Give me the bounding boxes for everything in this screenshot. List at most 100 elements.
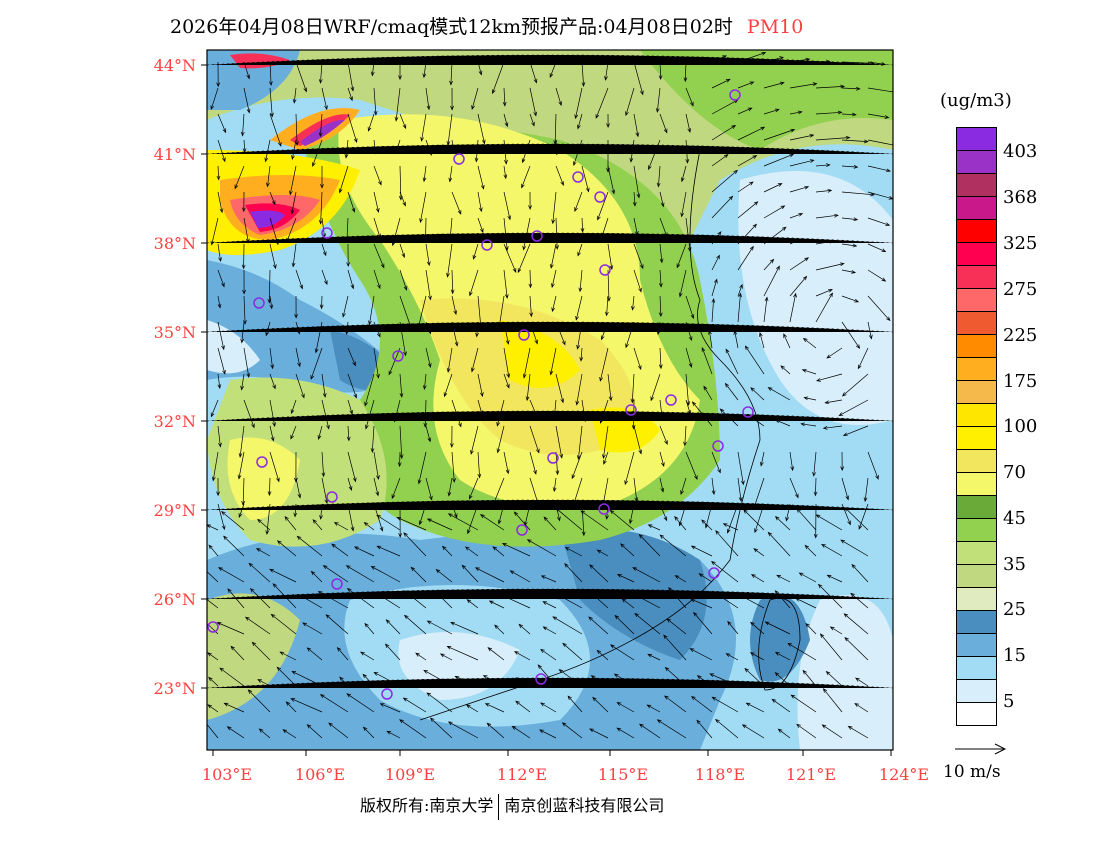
wind-arrow <box>683 425 687 447</box>
wind-arrow <box>633 347 642 371</box>
color-bar-swatch <box>957 151 996 174</box>
wind-arrow <box>711 55 727 63</box>
wind-arrow <box>310 570 323 583</box>
wind-arrow <box>240 321 245 344</box>
wind-arrow <box>268 61 273 86</box>
wind-arrow <box>461 564 479 583</box>
wind-arrow <box>207 571 219 583</box>
wind-arrow <box>321 243 327 257</box>
wind-arrow <box>410 566 427 583</box>
wind-arrow <box>589 564 609 583</box>
wind-arrow <box>321 373 327 398</box>
wind-arrow <box>293 503 298 518</box>
wind-arrow <box>841 373 869 397</box>
wind-arrow <box>415 652 427 661</box>
wind-arrow <box>265 321 271 337</box>
wind-arrow <box>393 399 401 423</box>
wind-arrow <box>346 693 375 713</box>
wind-arrow <box>373 139 378 155</box>
wind-arrow <box>529 399 537 417</box>
wind-arrow <box>441 545 453 557</box>
wind-arrow <box>789 257 810 271</box>
wind-arrow <box>426 620 453 635</box>
wind-arrow <box>737 126 766 141</box>
city-marker <box>207 621 219 633</box>
wind-arrow <box>295 113 299 147</box>
wind-arrow <box>581 61 586 88</box>
color-bar-swatch <box>957 128 996 151</box>
wind-arrow <box>758 332 765 349</box>
wind-arrow <box>796 508 817 531</box>
wind-arrow <box>796 723 817 739</box>
wind-arrow <box>295 61 307 93</box>
wind-arrow <box>795 597 817 609</box>
wind-arrow <box>763 205 786 219</box>
color-bar-swatch <box>957 588 996 611</box>
wind-arrow <box>711 125 737 141</box>
wind-arrow <box>496 399 505 427</box>
wind-arrow <box>221 511 245 531</box>
wind-arrow <box>486 722 505 739</box>
wind-arrow <box>342 295 349 318</box>
city-marker <box>516 524 528 536</box>
color-bar-swatch <box>957 289 996 312</box>
title-text: 2026年04月08日WRF/cmaq模式12km预报产品:04月08日02时 <box>170 16 733 38</box>
wind-arrow <box>841 191 875 197</box>
wind-arrow <box>800 422 817 427</box>
color-bar-swatch <box>957 243 996 266</box>
wind-arrow <box>472 243 479 260</box>
wind-arrow <box>477 451 482 479</box>
wind-arrow <box>815 84 846 89</box>
wind-arrow <box>841 112 857 117</box>
wind-arrow <box>446 113 453 146</box>
wind-arrow <box>764 621 791 635</box>
wind-arrow <box>216 622 245 635</box>
wind-arrow <box>399 719 427 739</box>
wind-arrow <box>487 647 505 661</box>
wind-arrow <box>526 539 557 557</box>
wind-arrow <box>373 671 401 687</box>
wind-arrow <box>815 213 839 219</box>
wind-arrow <box>633 243 644 270</box>
wind-arrow <box>722 523 739 531</box>
wind-arrow <box>243 61 250 80</box>
wind-arrow <box>647 678 661 687</box>
wind-arrow <box>578 269 583 293</box>
wind-arrow <box>711 477 716 496</box>
wind-arrow <box>285 701 297 713</box>
wind-arrow <box>447 513 479 531</box>
wind-arrow <box>787 642 817 661</box>
lat-label: 38°N <box>153 234 196 253</box>
wind-arrow <box>763 108 780 115</box>
wind-arrow <box>638 533 661 557</box>
wind-arrow <box>471 87 479 110</box>
wind-arrow <box>295 347 301 368</box>
wind-arrow <box>376 545 401 557</box>
wind-arrow <box>581 503 586 537</box>
wind-arrow <box>208 544 219 557</box>
wind-arrow <box>425 139 433 156</box>
wind-arrow <box>543 516 557 531</box>
wind-arrow <box>658 61 663 80</box>
wind-arrow <box>319 295 324 310</box>
wind-arrow <box>656 719 687 739</box>
wind-arrow <box>774 515 791 531</box>
wind-arrow <box>217 373 222 390</box>
wind-arrow <box>690 545 713 557</box>
wind-arrow <box>325 614 349 635</box>
wind-arrow <box>752 477 765 511</box>
city-marker <box>453 153 465 165</box>
wind-arrow <box>659 399 664 420</box>
wind-arrow <box>447 477 453 497</box>
wind-arrow <box>571 451 583 480</box>
wind-arrow <box>302 622 323 635</box>
wind-arrow <box>659 217 668 238</box>
wind-arrow <box>824 399 843 405</box>
wind-arrow <box>607 165 616 195</box>
city-marker <box>708 567 720 579</box>
wind-arrow <box>588 616 609 635</box>
wind-arrow <box>376 592 401 609</box>
wind-arrow <box>447 721 479 739</box>
wind-arrow <box>685 373 691 406</box>
